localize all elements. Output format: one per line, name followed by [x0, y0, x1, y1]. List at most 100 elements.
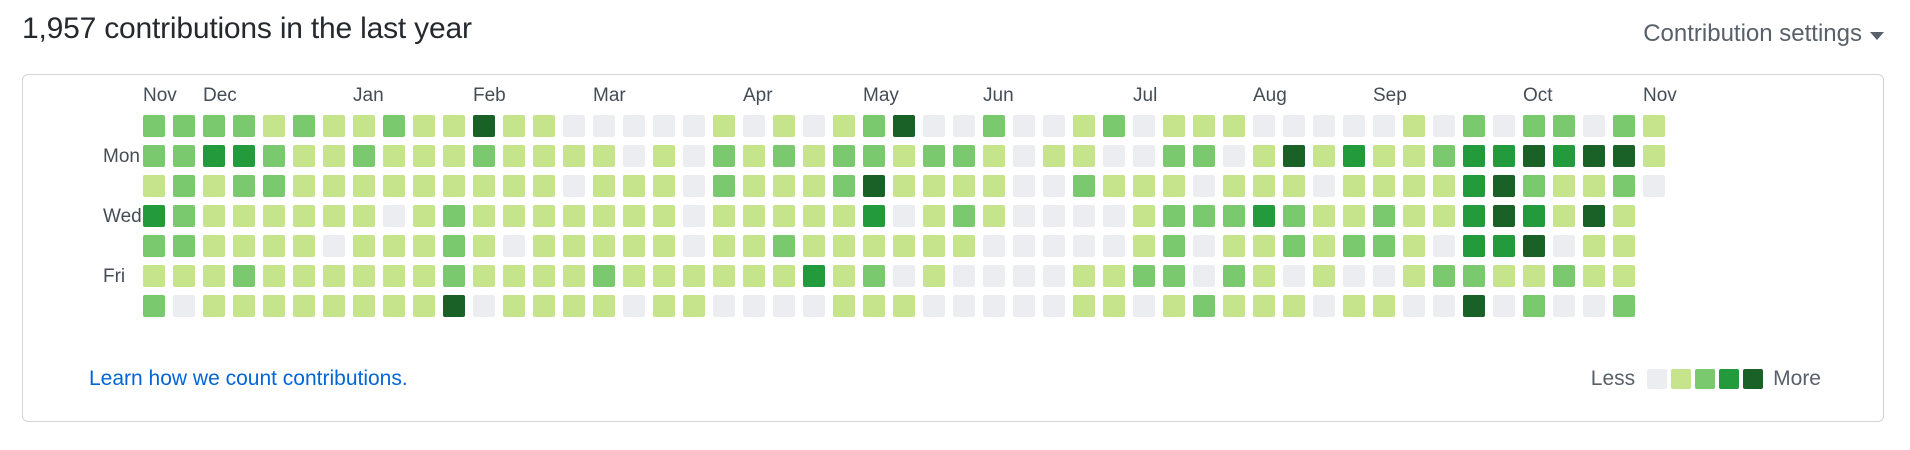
contribution-day[interactable]	[1493, 145, 1515, 167]
contribution-day[interactable]	[1583, 145, 1605, 167]
contribution-settings-dropdown[interactable]: Contribution settings	[1643, 20, 1884, 48]
contribution-day[interactable]	[1613, 205, 1635, 227]
contribution-day[interactable]	[1283, 175, 1305, 197]
contribution-day[interactable]	[173, 265, 195, 287]
contribution-day[interactable]	[143, 175, 165, 197]
contribution-day[interactable]	[383, 265, 405, 287]
contribution-day[interactable]	[923, 295, 945, 317]
contribution-day[interactable]	[413, 145, 435, 167]
contribution-day[interactable]	[1463, 115, 1485, 137]
contribution-day[interactable]	[1583, 235, 1605, 257]
contribution-day[interactable]	[983, 265, 1005, 287]
contribution-day[interactable]	[413, 295, 435, 317]
contribution-day[interactable]	[1523, 115, 1545, 137]
contribution-day[interactable]	[743, 205, 765, 227]
contribution-day[interactable]	[1013, 115, 1035, 137]
contribution-day[interactable]	[923, 205, 945, 227]
contribution-day[interactable]	[1283, 295, 1305, 317]
contribution-day[interactable]	[323, 175, 345, 197]
contribution-day[interactable]	[1223, 145, 1245, 167]
contribution-day[interactable]	[1163, 115, 1185, 137]
contribution-day[interactable]	[1253, 235, 1275, 257]
contribution-day[interactable]	[1583, 115, 1605, 137]
contribution-day[interactable]	[293, 235, 315, 257]
contribution-day[interactable]	[1343, 205, 1365, 227]
contribution-day[interactable]	[383, 175, 405, 197]
contribution-day[interactable]	[1103, 145, 1125, 167]
contribution-day[interactable]	[1013, 205, 1035, 227]
contribution-day[interactable]	[383, 205, 405, 227]
contribution-day[interactable]	[1433, 235, 1455, 257]
contribution-day[interactable]	[623, 145, 645, 167]
contribution-day[interactable]	[143, 205, 165, 227]
contribution-day[interactable]	[1403, 115, 1425, 137]
contribution-day[interactable]	[1073, 145, 1095, 167]
contribution-day[interactable]	[803, 145, 825, 167]
contribution-day[interactable]	[1013, 145, 1035, 167]
contribution-day[interactable]	[1223, 265, 1245, 287]
contribution-day[interactable]	[833, 205, 855, 227]
contribution-day[interactable]	[803, 115, 825, 137]
contribution-day[interactable]	[743, 295, 765, 317]
contribution-day[interactable]	[443, 265, 465, 287]
contribution-day[interactable]	[263, 235, 285, 257]
contribution-day[interactable]	[1613, 235, 1635, 257]
contribution-day[interactable]	[1523, 175, 1545, 197]
contribution-day[interactable]	[353, 235, 375, 257]
contribution-day[interactable]	[713, 115, 735, 137]
contribution-day[interactable]	[383, 295, 405, 317]
contribution-day[interactable]	[1463, 295, 1485, 317]
contribution-day[interactable]	[503, 295, 525, 317]
contribution-day[interactable]	[503, 205, 525, 227]
contribution-day[interactable]	[713, 295, 735, 317]
contribution-day[interactable]	[893, 235, 915, 257]
contribution-day[interactable]	[773, 265, 795, 287]
contribution-day[interactable]	[293, 115, 315, 137]
contribution-day[interactable]	[473, 235, 495, 257]
contribution-day[interactable]	[743, 265, 765, 287]
contribution-day[interactable]	[1133, 175, 1155, 197]
contribution-day[interactable]	[533, 115, 555, 137]
contribution-day[interactable]	[383, 115, 405, 137]
contribution-day[interactable]	[1163, 175, 1185, 197]
contribution-day[interactable]	[833, 235, 855, 257]
contribution-day[interactable]	[1163, 265, 1185, 287]
contribution-day[interactable]	[1043, 295, 1065, 317]
contribution-day[interactable]	[1613, 265, 1635, 287]
contribution-day[interactable]	[353, 295, 375, 317]
contribution-day[interactable]	[1433, 205, 1455, 227]
contribution-day[interactable]	[1313, 115, 1335, 137]
contribution-day[interactable]	[1043, 265, 1065, 287]
contribution-day[interactable]	[503, 175, 525, 197]
contribution-day[interactable]	[683, 265, 705, 287]
contribution-day[interactable]	[473, 175, 495, 197]
contribution-day[interactable]	[1433, 145, 1455, 167]
contribution-day[interactable]	[1343, 175, 1365, 197]
contribution-day[interactable]	[1433, 265, 1455, 287]
contribution-day[interactable]	[923, 265, 945, 287]
contribution-day[interactable]	[593, 265, 615, 287]
contribution-day[interactable]	[1493, 295, 1515, 317]
contribution-day[interactable]	[203, 295, 225, 317]
contribution-day[interactable]	[773, 145, 795, 167]
contribution-day[interactable]	[1193, 265, 1215, 287]
contribution-day[interactable]	[353, 265, 375, 287]
contribution-day[interactable]	[473, 205, 495, 227]
contribution-day[interactable]	[1493, 205, 1515, 227]
contribution-day[interactable]	[293, 205, 315, 227]
contribution-day[interactable]	[323, 145, 345, 167]
contribution-day[interactable]	[953, 295, 975, 317]
contribution-day[interactable]	[1343, 115, 1365, 137]
contribution-day[interactable]	[1463, 265, 1485, 287]
contribution-day[interactable]	[203, 175, 225, 197]
contribution-day[interactable]	[413, 205, 435, 227]
contribution-day[interactable]	[893, 145, 915, 167]
contribution-day[interactable]	[173, 235, 195, 257]
contribution-day[interactable]	[953, 145, 975, 167]
contribution-day[interactable]	[203, 115, 225, 137]
contribution-day[interactable]	[1463, 205, 1485, 227]
contribution-day[interactable]	[623, 265, 645, 287]
contribution-day[interactable]	[1553, 145, 1575, 167]
contribution-day[interactable]	[743, 145, 765, 167]
contribution-day[interactable]	[1223, 295, 1245, 317]
